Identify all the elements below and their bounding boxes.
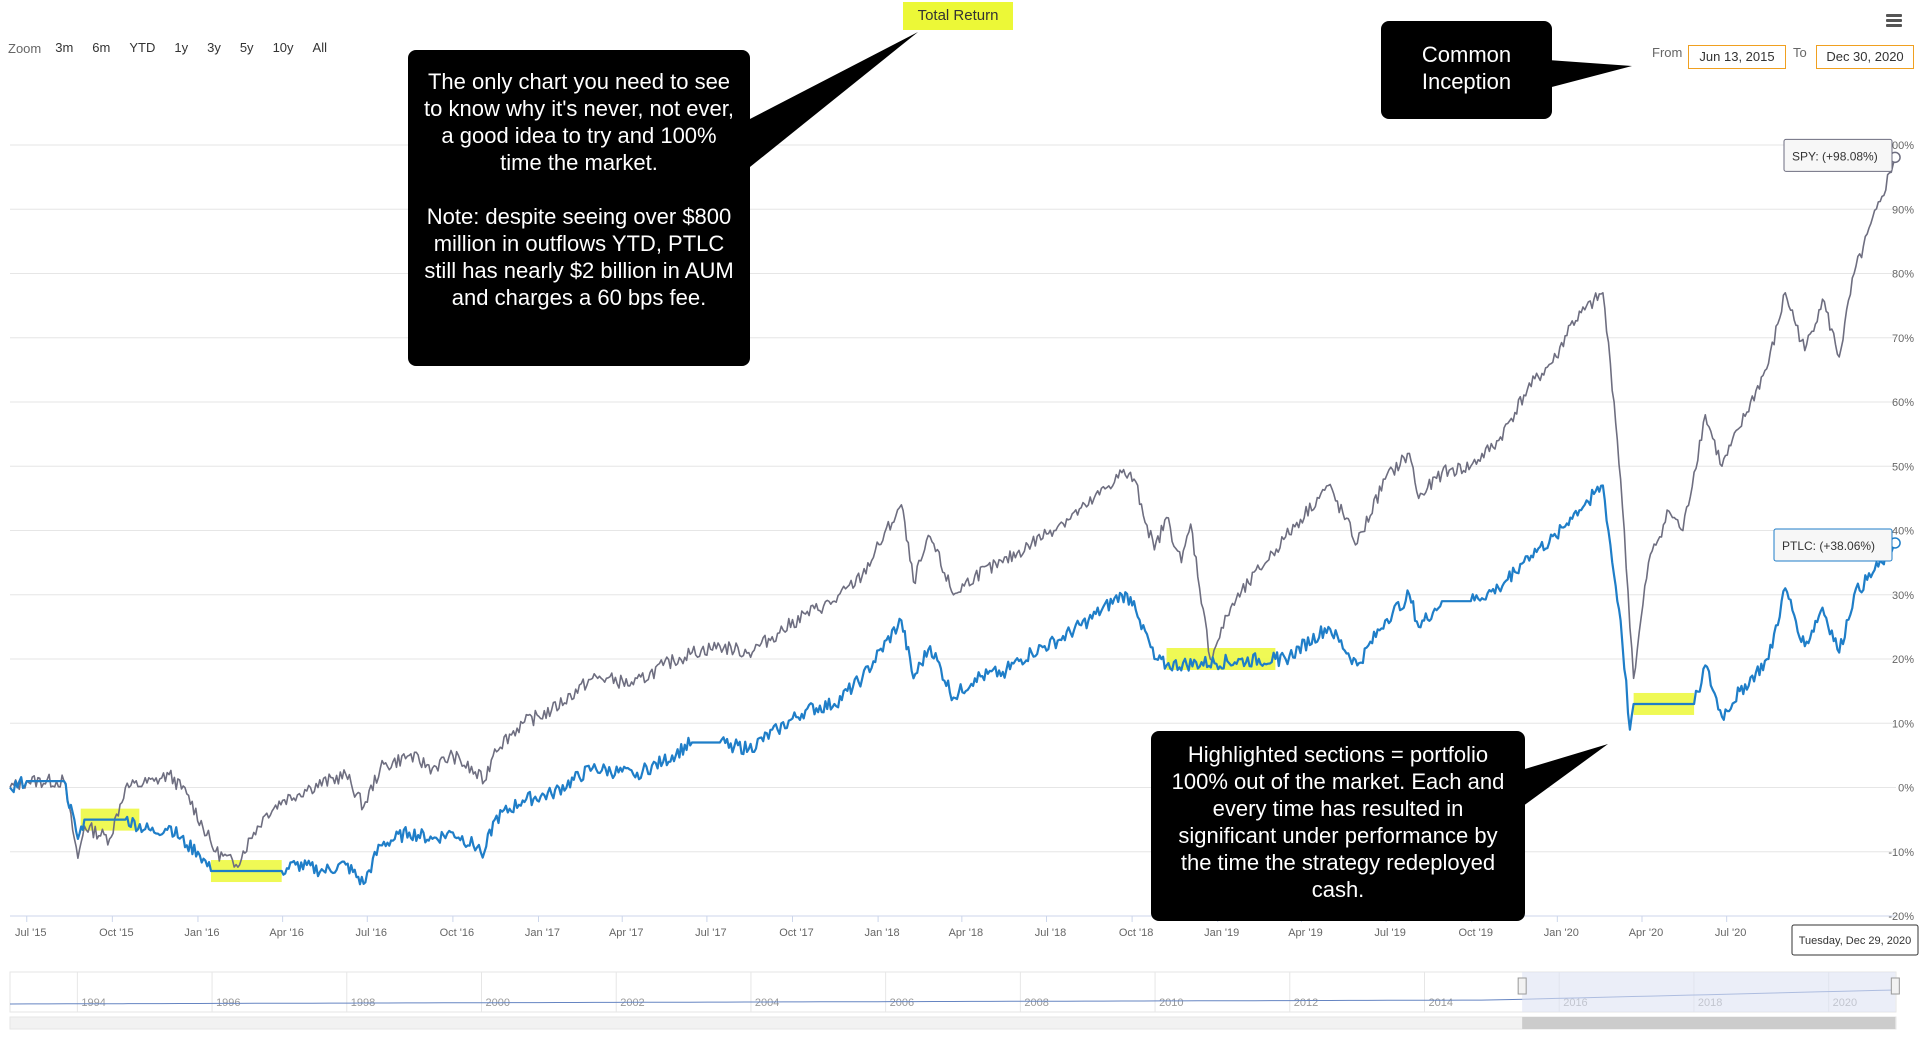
callout-top-left: The only chart you need to see to know w… bbox=[408, 50, 750, 366]
zoom-6m-button[interactable]: 6m bbox=[92, 40, 111, 55]
from-label: From bbox=[1652, 45, 1683, 60]
zoom-10y-button[interactable]: 10y bbox=[272, 40, 294, 55]
callout-main-text: The only chart you need to see to know w… bbox=[424, 69, 734, 175]
x-tick-label: Jul '19 bbox=[1374, 927, 1405, 939]
zoom-5y-button[interactable]: 5y bbox=[239, 40, 254, 55]
grid-lines bbox=[10, 144, 1896, 922]
hamburger-menu-icon[interactable] bbox=[1886, 14, 1902, 28]
navigator-year-label: 2014 bbox=[1429, 997, 1453, 1009]
to-label: To bbox=[1793, 45, 1807, 60]
callout-note-text: Note: despite seeing over $800 million i… bbox=[424, 204, 734, 310]
axis-labels: 100% 90% 80% 70% 60% 50% 40% 30% 20% 10% 0% -10% -20… bbox=[15, 140, 1914, 939]
date-tooltip: Tuesday, Dec 29, 2020 bbox=[1799, 935, 1912, 947]
navigator-mask bbox=[1522, 972, 1896, 1012]
x-tick-label: Jan '19 bbox=[1204, 927, 1239, 939]
x-tick-label: Oct '18 bbox=[1119, 927, 1154, 939]
x-tick-label: Apr '19 bbox=[1288, 927, 1323, 939]
callout-bottom-right: Highlighted sections = portfolio 100% ou… bbox=[1151, 731, 1525, 921]
zoom-all-button[interactable]: All bbox=[312, 40, 327, 55]
navigator-scrollbar bbox=[9, 1016, 1897, 1030]
x-tick-label: Apr '20 bbox=[1629, 927, 1664, 939]
navigator-year-label: 2008 bbox=[1024, 997, 1048, 1009]
x-tick-label: Oct '15 bbox=[99, 927, 134, 939]
x-tick-label: Jan '18 bbox=[865, 927, 900, 939]
zoom-3m-button[interactable]: 3m bbox=[55, 40, 74, 55]
end-label-ptlc: PTLC: (+38.06%) bbox=[1782, 539, 1875, 553]
x-tick-label: Jan '16 bbox=[184, 927, 219, 939]
x-tick-label: Oct '17 bbox=[779, 927, 814, 939]
navigator-year-label: 2010 bbox=[1159, 997, 1183, 1009]
y-tick-label: -20% bbox=[1888, 911, 1914, 923]
x-tick-label: Jul '16 bbox=[356, 927, 387, 939]
navigator-year-label: 2004 bbox=[755, 997, 779, 1009]
end-label-box bbox=[1783, 138, 1893, 172]
x-tick-label: Jul '17 bbox=[695, 927, 726, 939]
y-tick-label: 30% bbox=[1892, 590, 1914, 602]
callout-common-inception: Common Inception bbox=[1381, 21, 1552, 119]
navigator-handle-right bbox=[1890, 977, 1900, 995]
x-tick-label: Oct '16 bbox=[440, 927, 475, 939]
y-tick-label: -10% bbox=[1888, 847, 1914, 859]
y-tick-label: 20% bbox=[1892, 654, 1914, 666]
to-date-input[interactable]: Dec 30, 2020 bbox=[1816, 45, 1914, 69]
y-tick-label: 100% bbox=[1886, 140, 1914, 152]
navigator-year-label: 2002 bbox=[620, 997, 644, 1009]
y-tick-label: 10% bbox=[1892, 718, 1914, 730]
x-tick-label: Apr '17 bbox=[609, 927, 644, 939]
end-labels: SPY: (+98.08%) PTLC: (+38.06%) Tuesday, De… bbox=[1773, 138, 1919, 956]
navigator-scrollbar-thumb bbox=[1522, 1017, 1896, 1029]
navigator-year-label: 2012 bbox=[1294, 997, 1318, 1009]
x-tick-label: Jan '20 bbox=[1544, 927, 1579, 939]
x-tick-label: Apr '16 bbox=[269, 927, 304, 939]
x-tick-label: Jan '17 bbox=[525, 927, 560, 939]
x-tick-label: Jul '15 bbox=[15, 927, 46, 939]
end-label-box bbox=[1773, 528, 1893, 562]
zoom-label: Zoom bbox=[8, 40, 42, 56]
zoom-3y-button[interactable]: 3y bbox=[207, 40, 221, 55]
from-date-input[interactable]: Jun 13, 2015 bbox=[1688, 45, 1786, 69]
y-tick-label: 70% bbox=[1892, 333, 1914, 345]
zoom-ytd-button[interactable]: YTD bbox=[129, 40, 156, 55]
navigator: 1994 1996 1998 2000 2002 2004 2006 2008 2010 2012… bbox=[9, 971, 1900, 1030]
x-tick-label: Jul '20 bbox=[1715, 927, 1746, 939]
y-tick-label: 60% bbox=[1892, 397, 1914, 409]
zoom-1y-button[interactable]: 1y bbox=[174, 40, 189, 55]
x-tick-label: Oct '19 bbox=[1458, 927, 1493, 939]
y-tick-label: 0% bbox=[1898, 783, 1914, 795]
navigator-year-label: 2006 bbox=[890, 997, 914, 1009]
zoom-bar: Zoom 3m 6m YTD 1y 3y 5y 10y All bbox=[8, 36, 338, 60]
end-label-spy: SPY: (+98.08%) bbox=[1792, 149, 1878, 163]
y-tick-label: 80% bbox=[1892, 269, 1914, 281]
series-line-spy bbox=[9, 157, 1896, 868]
y-tick-label: 50% bbox=[1892, 461, 1914, 473]
series-lines bbox=[9, 151, 1901, 886]
series-line-ptlc bbox=[9, 484, 1897, 886]
x-tick-label: Apr '18 bbox=[949, 927, 984, 939]
chart-title: Total Return bbox=[903, 2, 1013, 30]
navigator-year-label: 1994 bbox=[81, 997, 105, 1009]
x-tick-label: Jul '18 bbox=[1035, 927, 1066, 939]
y-tick-label: 90% bbox=[1892, 204, 1914, 216]
navigator-handle-left bbox=[1517, 977, 1527, 995]
date-tooltip-box bbox=[1791, 924, 1919, 956]
y-tick-label: 40% bbox=[1892, 526, 1914, 538]
